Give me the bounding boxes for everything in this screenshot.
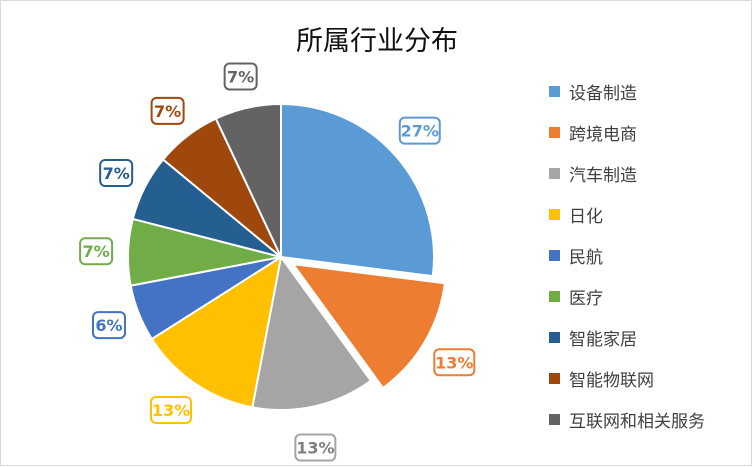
data-label-7: 7%	[99, 159, 134, 188]
legend-swatch	[549, 86, 560, 97]
data-label-box	[433, 348, 476, 377]
data-label-3: 13%	[294, 433, 337, 462]
legend-item-4: 日化	[549, 194, 749, 235]
legend-item-9: 互联网和相关服务	[549, 399, 749, 440]
legend-swatch	[549, 250, 560, 261]
data-label-6: 7%	[79, 237, 114, 266]
data-label-text: 13%	[296, 439, 334, 458]
legend-label: 汽车制造	[569, 166, 637, 186]
legend-swatch	[549, 332, 560, 343]
legend-label: 跨境电商	[569, 125, 637, 145]
data-label-text: 6%	[95, 316, 122, 335]
data-label-text: 7%	[103, 164, 130, 183]
legend-label: 日化	[569, 207, 603, 227]
legend-swatch	[549, 414, 560, 425]
legend-swatch	[549, 209, 560, 220]
data-label-9: 7%	[223, 62, 258, 91]
data-label-8: 7%	[150, 96, 185, 125]
legend-item-2: 跨境电商	[549, 112, 749, 153]
data-label-box	[294, 433, 337, 462]
data-label-box	[79, 237, 114, 266]
data-label-5: 6%	[91, 311, 126, 340]
pie-slice-3	[251, 254, 373, 411]
legend-item-8: 智能物联网	[549, 358, 749, 399]
legend-label: 智能物联网	[569, 371, 654, 391]
legend-swatch	[549, 373, 560, 384]
legend-swatch	[549, 291, 560, 302]
legend-label: 互联网和相关服务	[569, 412, 705, 432]
data-label-box	[150, 396, 193, 425]
data-label-box	[398, 116, 441, 145]
data-label-box	[223, 62, 258, 91]
legend-item-6: 医疗	[549, 276, 749, 317]
legend-label: 智能家居	[569, 330, 637, 350]
legend-item-5: 民航	[549, 235, 749, 276]
legend-item-3: 汽车制造	[549, 153, 749, 194]
pie-slice-4	[150, 254, 283, 409]
legend-item-1: 设备制造	[549, 71, 749, 112]
pie-slice-9	[214, 102, 282, 258]
legend-label: 设备制造	[569, 84, 637, 104]
data-label-text: 7%	[227, 67, 254, 86]
legend-swatch	[549, 168, 560, 179]
data-label-text: 13%	[435, 353, 473, 372]
data-label-4: 13%	[150, 396, 193, 425]
chart-title: 所属行业分布	[296, 26, 458, 57]
data-label-box	[99, 159, 134, 188]
data-label-box	[150, 96, 185, 125]
legend-label: 医疗	[569, 289, 603, 309]
data-label-text: 27%	[401, 122, 439, 141]
data-label-box	[91, 311, 126, 340]
data-label-text: 7%	[83, 242, 110, 261]
legend-label: 民航	[569, 248, 603, 268]
pie-slice-1	[280, 102, 435, 278]
data-label-1: 27%	[398, 116, 441, 145]
pie-slice-2	[290, 262, 446, 390]
data-label-text: 13%	[152, 401, 190, 420]
legend-swatch	[549, 127, 560, 138]
legend: 设备制造跨境电商汽车制造日化民航医疗智能家居智能物联网互联网和相关服务	[549, 71, 749, 440]
data-label-text: 7%	[154, 102, 181, 121]
legend-item-7: 智能家居	[549, 317, 749, 358]
data-label-2: 13%	[433, 348, 476, 377]
